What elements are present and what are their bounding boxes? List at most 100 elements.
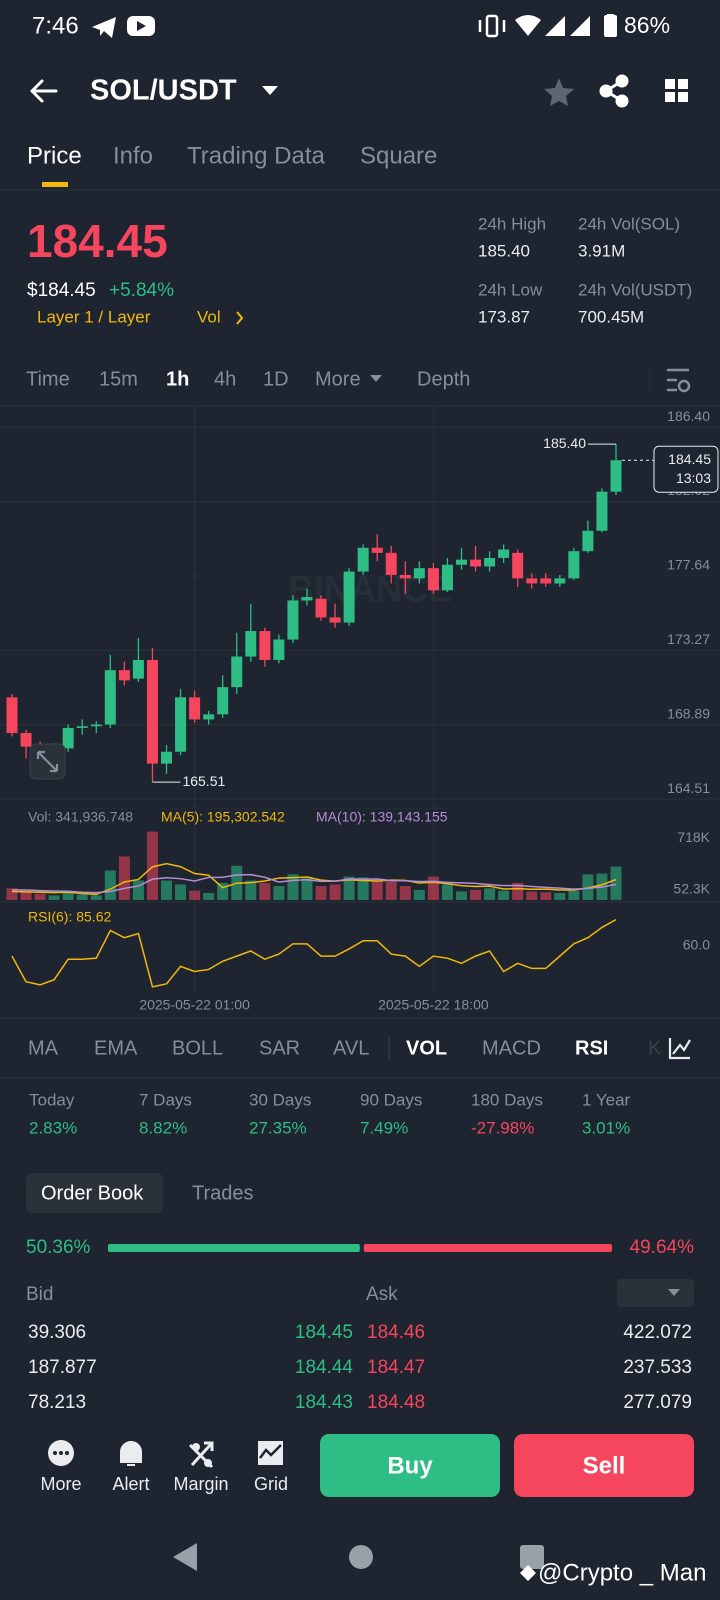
indicator-tab[interactable]: SAR <box>259 1037 300 1059</box>
indicator-tab[interactable]: BOLL <box>172 1037 223 1059</box>
candle-body <box>245 631 257 657</box>
price-tag-value: 184.45 <box>668 451 711 467</box>
tab[interactable]: Price <box>27 142 82 169</box>
tool-label[interactable]: Margin <box>173 1474 228 1494</box>
interval[interactable]: Depth <box>417 368 470 390</box>
indicator-tab[interactable]: EMA <box>94 1037 138 1059</box>
precision-box[interactable] <box>617 1279 694 1307</box>
bid-quantity: 78.213 <box>28 1392 86 1413</box>
stat-label: 24h High <box>478 214 546 233</box>
candle-body <box>259 631 271 660</box>
last-price: 184.45 <box>27 215 168 267</box>
candle-body <box>62 727 74 749</box>
rsi-line <box>11 918 617 988</box>
ask-header: Ask <box>366 1284 398 1305</box>
usd-price: $184.45 <box>27 280 96 301</box>
pair-dropdown[interactable] <box>262 86 278 95</box>
candle-body <box>413 568 425 579</box>
chart-watermark: BINANCE <box>288 569 452 610</box>
candle-body <box>301 597 313 601</box>
tag[interactable]: Layer 1 / Layer <box>37 307 151 326</box>
indicator-tab[interactable]: RSI <box>575 1037 608 1059</box>
stat-label: 24h Low <box>478 280 543 299</box>
volume-bar <box>343 876 355 900</box>
candle-body <box>329 617 341 623</box>
indicator-tab[interactable]: MA <box>28 1037 59 1059</box>
volume-bar <box>104 870 116 900</box>
volume-bar <box>118 856 130 900</box>
price-tag-countdown: 13:03 <box>676 470 711 486</box>
tool-label[interactable]: Alert <box>112 1474 149 1494</box>
ma-line <box>11 873 617 894</box>
volume-bar <box>470 889 482 900</box>
indicator-settings-icon[interactable] <box>668 1038 691 1060</box>
sell-label[interactable]: Sell <box>583 1452 626 1479</box>
candle-body <box>146 659 158 764</box>
ma-legend: MA(10): 139,143.155 <box>316 809 448 825</box>
fullscreen-button[interactable] <box>29 743 66 780</box>
indicator-tab[interactable]: VOL <box>406 1037 447 1059</box>
volume-bar <box>90 895 102 900</box>
period-change: 3.01% <box>582 1118 630 1137</box>
price-tag <box>653 445 719 493</box>
more-dropdown[interactable] <box>370 375 382 382</box>
nav-home[interactable] <box>349 1545 373 1569</box>
sell-button[interactable] <box>514 1434 694 1497</box>
volume-bar <box>371 880 383 900</box>
interval[interactable]: 4h <box>214 368 236 390</box>
ask-quantity: 422.072 <box>623 1322 692 1343</box>
volume-bar <box>273 886 285 900</box>
tool-label[interactable]: Grid <box>254 1474 288 1494</box>
interval[interactable]: 1h <box>166 368 189 390</box>
share-icon[interactable] <box>599 74 629 108</box>
candle-body <box>371 547 383 553</box>
bid-header: Bid <box>26 1284 53 1305</box>
interval[interactable]: Time <box>26 368 70 390</box>
nav-back[interactable] <box>173 1543 197 1571</box>
period-label: 180 Days <box>471 1090 543 1109</box>
indicator-tab[interactable]: AVL <box>333 1037 369 1059</box>
candle-body <box>118 670 130 681</box>
buy-label[interactable]: Buy <box>387 1452 433 1479</box>
book-tab[interactable]: Trades <box>192 1182 254 1204</box>
buy-button[interactable] <box>320 1434 500 1497</box>
candle-body <box>175 697 187 752</box>
volume-bar <box>413 889 425 900</box>
candle-body <box>554 578 566 584</box>
volume-bar <box>610 866 622 900</box>
interval[interactable]: 1D <box>263 368 289 390</box>
ask-ratio: 49.64% <box>630 1237 695 1258</box>
nav-recents[interactable] <box>520 1545 544 1569</box>
tab[interactable]: Info <box>113 142 153 169</box>
interval[interactable]: 15m <box>99 368 138 390</box>
volume-bar <box>484 888 496 900</box>
menu-icon[interactable] <box>665 79 688 102</box>
period-label: 1 Year <box>582 1090 631 1109</box>
pair-title[interactable]: SOL/USDT <box>90 75 237 107</box>
back-button[interactable] <box>30 79 58 103</box>
bid-quantity: 39.306 <box>28 1322 86 1343</box>
volume-bar <box>34 893 46 900</box>
candle-body <box>385 552 397 575</box>
period-change: -27.98% <box>471 1118 534 1137</box>
period-change: 8.82% <box>139 1118 187 1137</box>
tab[interactable]: Trading Data <box>187 142 326 169</box>
volume-bar <box>315 886 327 900</box>
favorite-icon[interactable] <box>544 78 574 106</box>
interval[interactable]: More <box>315 368 361 390</box>
tag[interactable]: Vol <box>197 307 221 326</box>
candle-body <box>484 557 496 567</box>
tool-label[interactable]: More <box>40 1474 81 1494</box>
candle-body <box>203 714 215 720</box>
chart-settings-icon[interactable] <box>667 368 691 393</box>
period-change: 2.83% <box>29 1118 77 1137</box>
volume-bar <box>76 894 88 900</box>
bid-ratio-bar <box>108 1244 360 1252</box>
book-tab[interactable]: Order Book <box>41 1182 144 1204</box>
tab[interactable]: Square <box>360 142 437 169</box>
candle-body <box>441 564 453 591</box>
indicator-tab[interactable]: MACD <box>482 1037 541 1059</box>
precision-dropdown[interactable] <box>668 1289 680 1296</box>
bid-price: 184.43 <box>295 1392 353 1413</box>
